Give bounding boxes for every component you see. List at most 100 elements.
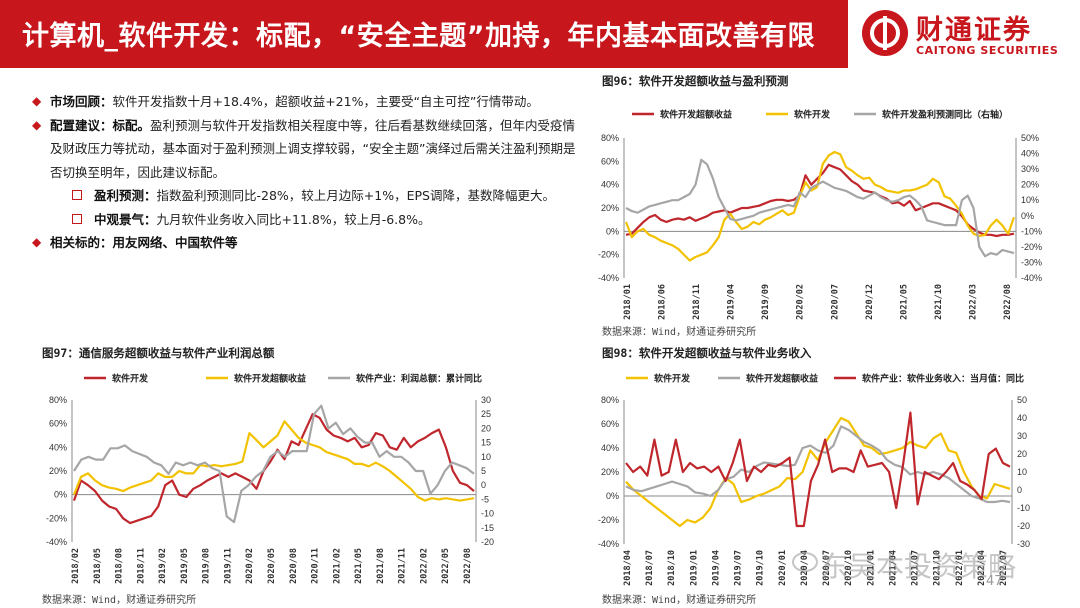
x-axis-tick-label: 2019/01	[689, 550, 699, 586]
left-axis-tick-label: 60%	[601, 419, 619, 429]
brand-logo: 财通证券 CAITONG SECURITIES	[848, 0, 1080, 68]
watermark: 东吴本投资策略	[820, 550, 1017, 583]
left-axis-tick-label: 20%	[49, 466, 67, 476]
left-axis-tick-label: -40%	[598, 273, 619, 283]
legend-label: 软件开发盈利预测同比（右轴）	[882, 109, 1008, 121]
x-axis-tick-label: 2021/04	[888, 550, 898, 586]
left-axis-tick-label: 80%	[49, 395, 67, 405]
x-axis-tick-label: 2018/11	[136, 548, 146, 584]
x-axis-tick-label: 2022/08	[463, 548, 473, 584]
sub-bullet-text: 九月软件业务收入同比+11.8%，较上月-6.8%。	[156, 211, 431, 227]
right-axis-tick-label: 30	[481, 395, 491, 405]
sub-bullet-earnings: 盈利预测：指数盈利预测同比-28%，较上月边际+1%，EPS调降，基数降幅更大。	[30, 184, 586, 208]
sub-bullet-text: 指数盈利预测同比-28%，较上月边际+1%，EPS调降，基数降幅更大。	[156, 188, 555, 203]
right-axis-tick-label: 10	[1017, 467, 1027, 477]
right-axis-tick-label: 20%	[1021, 180, 1039, 190]
right-axis-tick-label: -10	[1017, 503, 1030, 513]
left-axis-tick-label: -20%	[46, 513, 67, 523]
left-axis-tick-label: 60%	[601, 156, 619, 166]
right-axis-tick-label: 30%	[1021, 164, 1039, 174]
x-axis-tick-label: 2020/07	[822, 550, 832, 586]
left-axis-tick-label: 20%	[601, 467, 619, 477]
x-axis-tick-label: 2018/08	[115, 548, 125, 584]
right-axis-tick-label: -30	[1017, 539, 1030, 549]
series-line	[625, 411, 1011, 528]
x-axis-tick-label: 2021/10	[934, 284, 944, 320]
x-axis-tick-label: 2019/08	[202, 548, 212, 584]
bullet-heading: 市场回顾：	[50, 94, 113, 109]
x-axis-tick-label: 2020/07	[830, 284, 840, 320]
x-axis-tick-label: 2018/06	[658, 284, 668, 320]
diamond-bullet-icon: ◆	[32, 117, 42, 132]
x-axis-tick-label: 2018/02	[71, 548, 81, 584]
page-number: 47	[986, 574, 1003, 589]
left-axis-tick-label: 0%	[606, 491, 619, 501]
right-axis-tick-label: 0	[481, 480, 486, 490]
x-axis-tick-label: 2020/08	[289, 548, 299, 584]
legend-label: 软件开发超额收益	[234, 373, 306, 385]
right-axis-tick-label: 20	[481, 423, 491, 433]
header-banner: 计算机_软件开发：标配，“安全主题”加持，年内基本面改善有限 财通证券 CAIT…	[0, 0, 1080, 68]
left-axis-tick-label: 80%	[601, 133, 619, 143]
chart-svg: -40% -20% 0% 20% 40% 60% 80% -40% -30% -20% -10% 0%…	[598, 109, 1042, 320]
bullet-heading: 相关标的：用友网络、中国软件等	[50, 235, 238, 250]
legend-label: 软件开发超额收益	[660, 109, 732, 121]
chart-svg: -40% -20% 0% 20% 40% 60% 80% -30 -20 -10 0 10 20 30 40…	[598, 373, 1030, 586]
right-axis-tick-label: -10	[481, 509, 494, 519]
x-axis-tick-label: 2018/05	[93, 548, 103, 584]
x-axis-tick-label: 2019/11	[223, 548, 233, 584]
left-axis-tick-label: 60%	[49, 419, 67, 429]
right-axis-tick-label: -5	[481, 494, 489, 504]
chart-97: -40% -20% 0% 20% 40% 60% 80% -20 -15 -10 -5 0 5 10 15 2…	[30, 364, 510, 592]
x-axis-tick-label: 2021/01	[866, 550, 876, 586]
right-axis-tick-label: -30%	[1021, 257, 1042, 267]
figure-97-source: 数据来源：Wind，财通证券研究所	[42, 595, 197, 606]
legend-label: 软件开发	[654, 373, 691, 385]
right-axis-tick-label: -20%	[1021, 242, 1042, 252]
x-axis-tick-label: 2021/11	[398, 548, 408, 584]
x-axis-tick-label: 2021/10	[933, 550, 943, 586]
right-axis-tick-label: 0%	[1021, 211, 1034, 221]
figure-96-title: 图96：软件开发超额收益与盈利预测	[602, 74, 789, 88]
x-axis-tick-label: 2022/08	[1003, 284, 1013, 320]
square-bullet-icon	[72, 190, 82, 200]
legend-label: 软件产业：利润总额：累计同比	[356, 373, 482, 385]
bullet-text: 软件开发指数十月+18.4%，超额收益+21%，主要受“自主可控”行情带动。	[112, 94, 539, 109]
right-axis-tick-label: 0	[1017, 485, 1022, 495]
x-axis-tick-label: 2019/05	[180, 548, 190, 584]
right-axis-tick-label: 10	[481, 452, 491, 462]
watermark-chat-icon	[792, 552, 818, 572]
x-axis-tick-label: 2022/05	[441, 548, 451, 584]
right-axis-tick-label: -20	[481, 537, 494, 547]
x-axis-tick-label: 2022/07	[999, 550, 1009, 586]
series-line	[625, 158, 1015, 258]
series-line	[73, 404, 475, 524]
left-axis-tick-label: 0%	[606, 226, 619, 236]
x-axis-tick-label: 2022/04	[977, 550, 987, 586]
right-axis-tick-label: 40%	[1021, 149, 1039, 159]
left-axis-tick-label: 80%	[601, 395, 619, 405]
diamond-bullet-icon: ◆	[32, 235, 42, 249]
series-line	[72, 420, 475, 502]
figure-98-title: 图98：软件开发超额收益与软件业务收入	[602, 346, 812, 360]
figure-98-source: 数据来源：Wind，财通证券研究所	[602, 595, 757, 606]
right-axis-tick-label: 25	[481, 409, 491, 419]
bullet-market-review: ◆ 市场回顾：软件开发指数十月+18.4%，超额收益+21%，主要受“自主可控”…	[30, 90, 586, 114]
left-axis-tick-label: 20%	[601, 203, 619, 213]
x-axis-tick-label: 2018/04	[623, 550, 633, 586]
x-axis-tick-label: 2020/02	[245, 548, 255, 584]
legend-label: 软件开发	[794, 109, 831, 121]
left-axis-tick-label: -40%	[598, 539, 619, 549]
left-axis-tick-label: 40%	[601, 443, 619, 453]
right-axis-tick-label: 40	[1017, 413, 1027, 423]
x-axis-tick-label: 2018/10	[667, 550, 677, 586]
x-axis-tick-label: 2018/11	[692, 284, 702, 320]
right-axis-tick-label: 50%	[1021, 133, 1039, 143]
legend-label: 软件开发超额收益	[746, 373, 818, 385]
x-axis-tick-label: 2019/10	[756, 550, 766, 586]
left-axis-tick-label: -20%	[598, 250, 619, 260]
x-axis-tick-label: 2020/02	[796, 284, 806, 320]
diamond-bullet-icon: ◆	[32, 94, 42, 108]
legend-label: 软件开发	[112, 373, 149, 385]
square-bullet-icon	[72, 213, 82, 224]
